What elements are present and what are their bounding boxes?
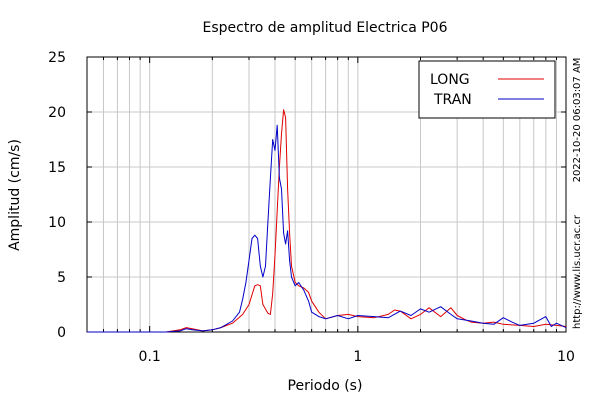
timestamp-text: 2022-10-20 06:03:07 AM (572, 58, 583, 183)
x-tick-labels: 0.1 1 10 (139, 349, 575, 365)
source-url-text: http://www.lis.ucr.ac.cr (572, 214, 583, 329)
legend-label-tran: TRAN (433, 92, 472, 108)
x-tick-label: 10 (557, 349, 575, 365)
y-axis-label: Amplitud (cm/s) (7, 139, 23, 251)
chart-title: Espectro de amplitud Electrica P06 (203, 20, 448, 36)
y-tick-label: 15 (48, 160, 66, 176)
legend-box (418, 60, 556, 119)
series-lines (87, 109, 567, 333)
axis-ticks (86, 56, 567, 333)
series-line-long (87, 109, 567, 333)
y-tick-label: 0 (57, 325, 66, 341)
x-tick-label: 1 (353, 349, 362, 365)
y-tick-labels: 0 5 10 15 20 25 (48, 50, 66, 341)
legend: LONG TRAN (418, 60, 556, 119)
y-tick-label: 20 (48, 105, 66, 121)
y-tick-label: 25 (48, 50, 66, 66)
legend-label-long: LONG (430, 72, 470, 88)
x-tick-label: 0.1 (139, 349, 161, 365)
x-axis-label: Periodo (s) (288, 378, 363, 394)
y-tick-label: 5 (57, 270, 66, 286)
y-tick-label: 10 (48, 215, 66, 231)
series-line-tran (87, 124, 567, 333)
plot-frame (86, 56, 567, 333)
